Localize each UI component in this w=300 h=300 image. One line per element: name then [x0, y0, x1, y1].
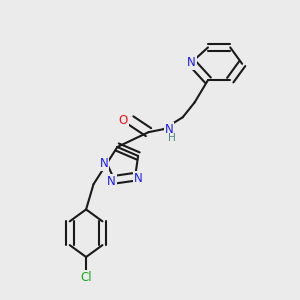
Text: O: O	[118, 114, 128, 127]
Text: N: N	[100, 157, 108, 170]
Text: N: N	[107, 175, 116, 188]
Text: N: N	[165, 123, 174, 136]
Text: H: H	[168, 133, 176, 143]
Text: N: N	[134, 172, 142, 185]
Text: N: N	[187, 56, 196, 69]
Text: Cl: Cl	[80, 271, 92, 284]
